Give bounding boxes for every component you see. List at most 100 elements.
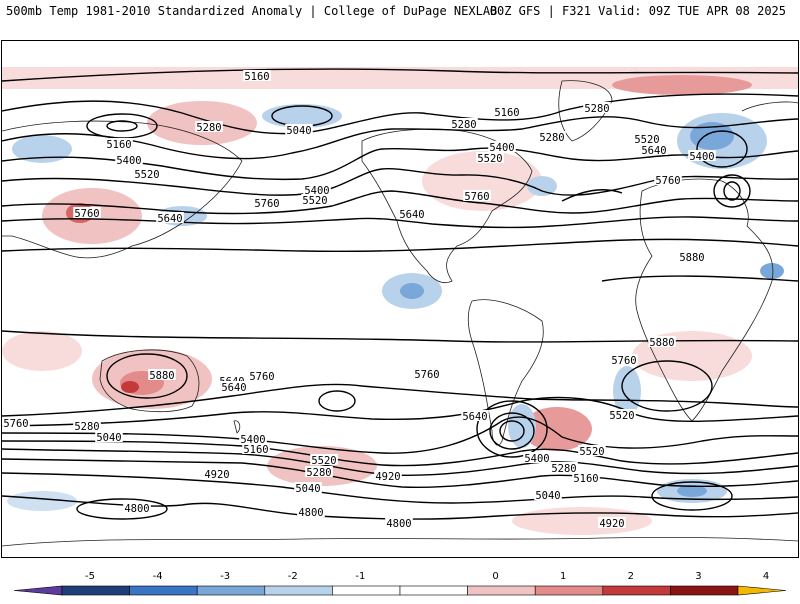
contour-label-bg — [239, 433, 267, 444]
contour-label-bg — [534, 489, 562, 500]
contour-label: 5280 — [584, 103, 609, 115]
contour-label: 5400 — [489, 142, 514, 154]
contour-label-bg — [95, 431, 123, 442]
contour-label-bg — [253, 197, 281, 208]
contour-label-bg — [374, 470, 402, 481]
contour-label: 5760 — [254, 198, 279, 210]
contour-label-bg — [243, 70, 271, 81]
closed-contour — [489, 412, 535, 450]
contour-label-bg — [633, 133, 661, 144]
closed-contour — [318, 390, 356, 412]
contour-label-bg — [156, 212, 184, 223]
contour-label: 4920 — [375, 471, 400, 483]
contour-label: 5760 — [611, 355, 636, 367]
contour-label-bg — [550, 462, 578, 473]
new-zealand-coast — [233, 420, 241, 434]
contour-label: 5520 — [634, 134, 659, 146]
contour-label-bg — [123, 502, 151, 513]
contour-label: 5280 — [551, 463, 576, 475]
colorbar-segment — [129, 585, 198, 596]
warm-anomaly-area — [121, 381, 139, 393]
colorbar-tick-label: 4 — [763, 571, 769, 582]
contour-label-bg — [413, 368, 441, 379]
colorbar-tick-label: -3 — [220, 571, 230, 582]
contour-label: 4800 — [386, 518, 411, 530]
contour-label-bg — [640, 144, 668, 155]
colorbar-tick-label: 0 — [492, 571, 498, 582]
contour-label: 5520 — [311, 455, 336, 467]
contour-label-bg — [523, 452, 551, 463]
contour-label: 5160 — [573, 473, 598, 485]
contour-label: 5160 — [494, 107, 519, 119]
contour-label-bg — [218, 375, 246, 386]
contour-line — [2, 190, 798, 215]
contour-label-bg — [195, 121, 223, 132]
closed-contour — [476, 400, 548, 458]
colorbar-segment — [737, 585, 787, 596]
closed-contour — [86, 113, 158, 139]
coastlines — [2, 80, 798, 547]
contour-label: 5880 — [679, 252, 704, 264]
contour-line — [2, 472, 798, 504]
contour-label-bg — [476, 152, 504, 163]
model-run-info: 00Z GFS | F321 Valid: 09Z TUE APR 08 202… — [489, 4, 786, 18]
cool-anomaly-area — [760, 263, 784, 279]
contour-label: 5640 — [462, 411, 487, 423]
cool-anomaly-area — [400, 283, 424, 299]
closed-contour — [106, 120, 138, 132]
antarctica-coast — [2, 536, 798, 547]
contour-label: 5760 — [74, 208, 99, 220]
contour-label-bg — [73, 420, 101, 431]
contour-label: 5280 — [539, 132, 564, 144]
contour-label: 5280 — [196, 122, 221, 134]
warm-anomaly-area — [2, 331, 82, 371]
colorbar-segment — [399, 585, 468, 596]
contour-label: 5160 — [243, 444, 268, 456]
europe-africa-coast — [635, 178, 774, 422]
contour-line — [601, 275, 798, 282]
colorbar-tick-label: 1 — [560, 571, 566, 582]
contour-label: 5760 — [414, 369, 439, 381]
contour-label: 5040 — [96, 432, 121, 444]
contour-label-bg — [583, 102, 611, 113]
colorbar-segment — [332, 585, 401, 596]
colorbar-segment — [196, 585, 266, 596]
colorbar-tick-label: -2 — [288, 571, 298, 582]
contour-label-bg — [203, 468, 231, 479]
contour-label-bg — [608, 409, 636, 420]
greenland-coast — [558, 80, 613, 142]
contour-label-bg — [294, 482, 322, 493]
north-america-coast — [361, 128, 533, 284]
colorbar-segment — [264, 585, 333, 596]
closed-contour — [499, 420, 525, 442]
contour-line — [2, 168, 798, 196]
contour-label: 5520 — [477, 153, 502, 165]
cool-anomaly-area — [7, 491, 77, 511]
colorbar-tick-label: 3 — [695, 571, 701, 582]
warm-anomaly-area — [422, 151, 542, 211]
contour-label-bg — [688, 150, 716, 161]
contour-label: 5040 — [295, 483, 320, 495]
contour-label: 5280 — [306, 467, 331, 479]
contour-line — [2, 458, 798, 488]
contour-label: 5760 — [464, 191, 489, 203]
contour-label: 5160 — [106, 139, 131, 151]
contour-label: 5280 — [74, 421, 99, 433]
contour-label-bg — [463, 190, 491, 201]
contour-label: 5520 — [579, 446, 604, 458]
contour-line — [2, 416, 798, 454]
contour-label-bg — [133, 168, 161, 179]
contour-label-bg — [301, 194, 329, 205]
contour-label: 5280 — [451, 119, 476, 131]
colorbar-segment — [467, 585, 536, 596]
cool-anomaly-area — [527, 176, 557, 196]
contour-label-bg — [493, 106, 521, 117]
colorbar-tick-label: -4 — [153, 571, 163, 582]
australia-coast — [99, 349, 200, 413]
warm-anomaly-area — [522, 407, 592, 451]
contour-label: 5520 — [134, 169, 159, 181]
contour-label-bg — [572, 472, 600, 483]
closed-contour — [723, 181, 741, 201]
contour-label-bg — [297, 506, 325, 517]
contour-label: 5520 — [302, 195, 327, 207]
